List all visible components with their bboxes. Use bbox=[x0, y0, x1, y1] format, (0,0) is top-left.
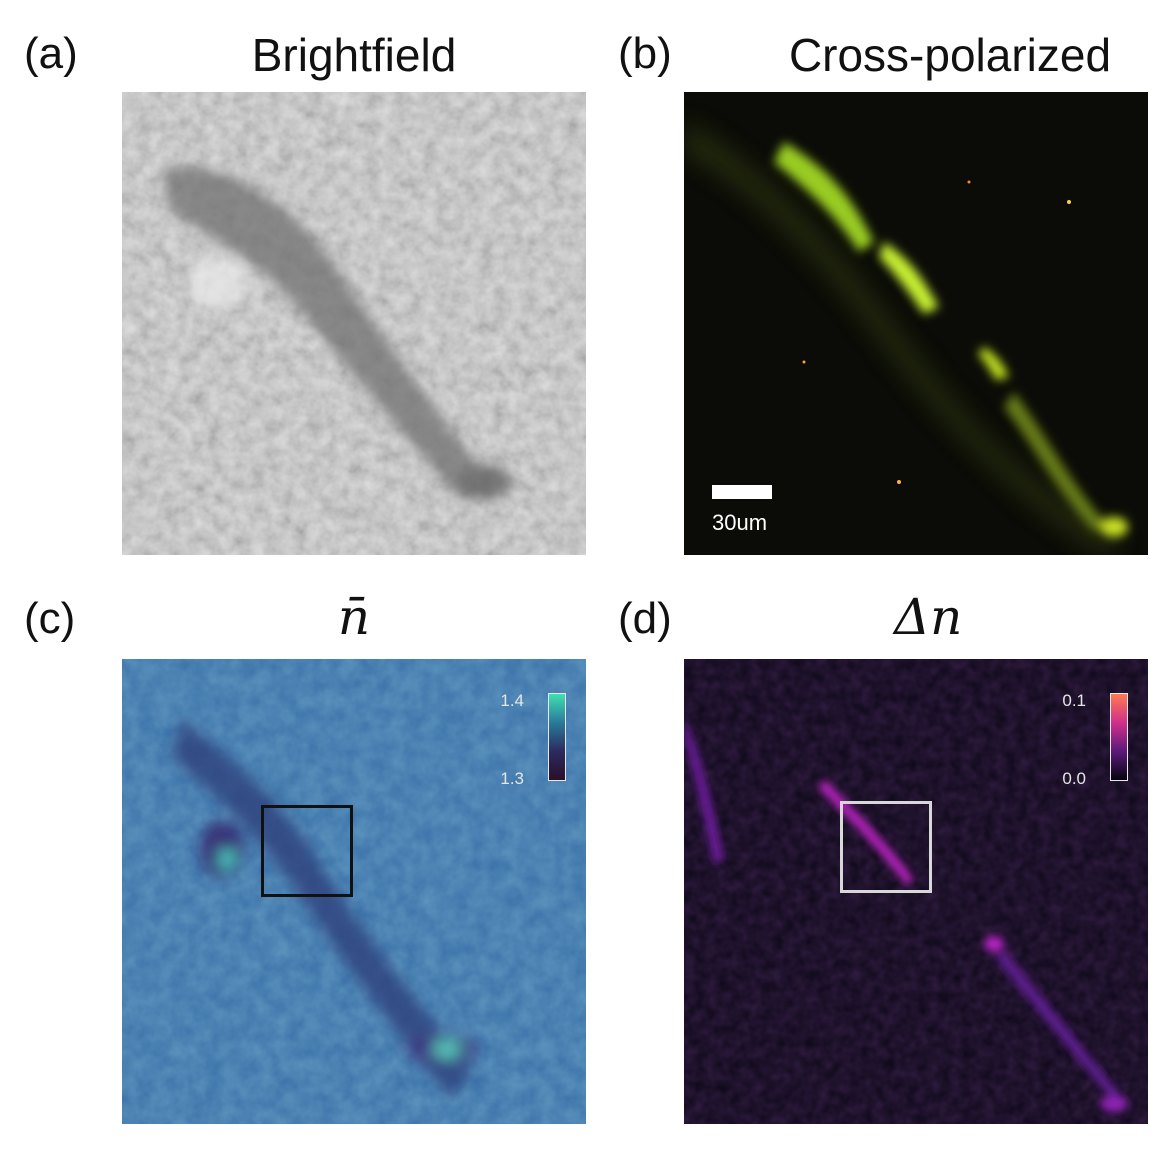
colorbar-min-label: 0.0 bbox=[1062, 769, 1086, 788]
mean-index-map: 1.4 1.3 bbox=[122, 659, 586, 1124]
region-of-interest-box bbox=[261, 805, 353, 897]
panel-c-label: (c) bbox=[24, 594, 76, 643]
cross-polarized-image: 30um bbox=[684, 92, 1148, 555]
scale-bar-label: 30um bbox=[712, 510, 768, 535]
region-of-interest-box bbox=[840, 801, 932, 893]
brightfield-image bbox=[122, 92, 586, 555]
panel-c-title: n̄ bbox=[337, 588, 371, 646]
panel-b-title: Cross-polarized bbox=[788, 29, 1112, 81]
panel-a-label: (a) bbox=[24, 29, 78, 78]
birefringence-map: 0.1 0.0 bbox=[684, 659, 1148, 1124]
panel-d-label: (d) bbox=[618, 594, 672, 643]
panel-a-title: Brightfield bbox=[251, 29, 457, 81]
colorbar-max-label: 0.1 bbox=[1062, 691, 1086, 710]
colorbar-gradient bbox=[548, 693, 566, 781]
scale-bar bbox=[712, 485, 772, 499]
panel-b-label: (b) bbox=[618, 29, 672, 78]
colorbar-max-label: 1.4 bbox=[500, 691, 524, 710]
panel-d-title: Δn bbox=[894, 588, 963, 646]
colorbar-gradient bbox=[1110, 693, 1128, 781]
colorbar-min-label: 1.3 bbox=[500, 769, 524, 788]
